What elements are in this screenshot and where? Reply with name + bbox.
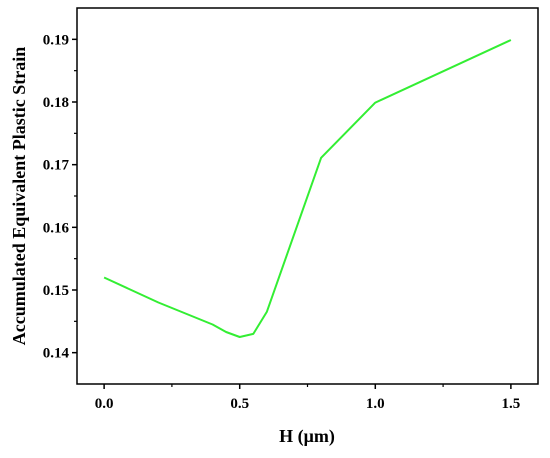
y-tick-label: 0.14 bbox=[43, 346, 70, 362]
y-tick-label: 0.17 bbox=[43, 158, 70, 174]
series-line bbox=[103, 39, 512, 338]
x-axis: 0.0 0.5 1.0 1.5 bbox=[95, 384, 521, 412]
y-axis: 0.14 0.15 0.16 0.17 0.18 0.19 bbox=[43, 32, 77, 362]
x-tick-label: 0.0 bbox=[95, 396, 114, 412]
y-tick-label: 0.18 bbox=[43, 95, 69, 111]
x-axis-title: H (μm) bbox=[279, 426, 335, 447]
x-tick-label: 1.5 bbox=[502, 396, 521, 412]
y-axis-title: Accumulated Equivalent Plastic Strain bbox=[9, 47, 29, 346]
y-tick-label: 0.15 bbox=[43, 283, 69, 299]
x-tick-label: 0.5 bbox=[230, 396, 249, 412]
x-tick-label: 1.0 bbox=[366, 396, 385, 412]
y-tick-label: 0.19 bbox=[43, 32, 69, 48]
y-tick-label: 0.16 bbox=[43, 220, 70, 236]
